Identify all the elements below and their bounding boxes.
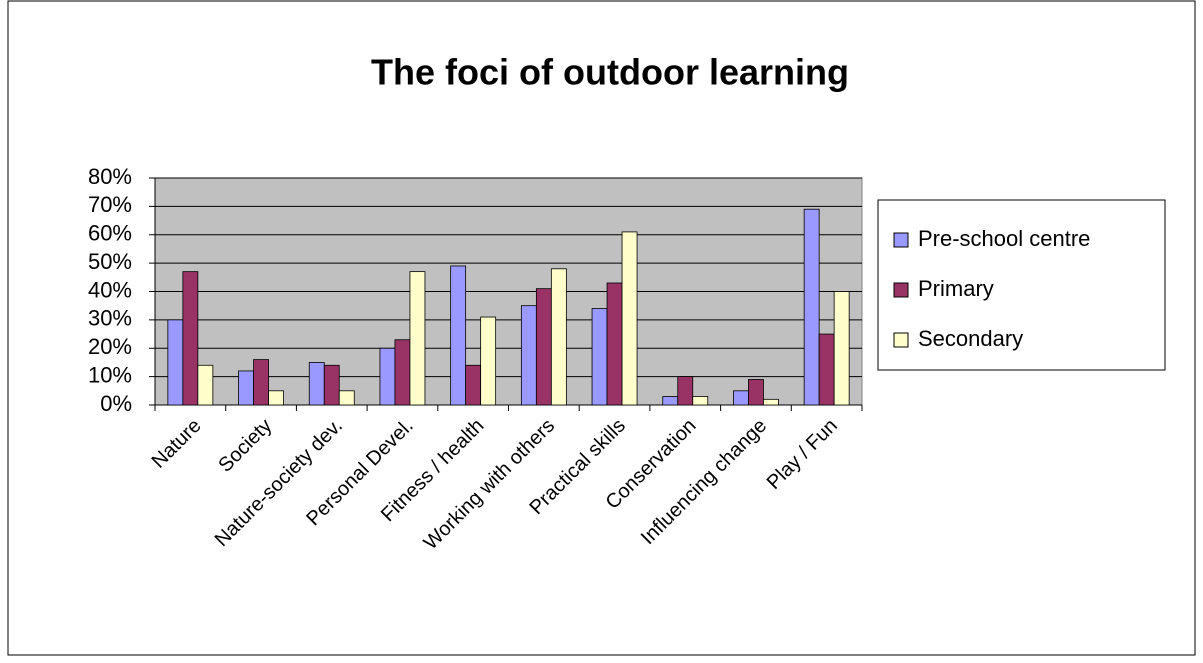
bar (197, 364, 214, 406)
legend-label: Pre-school centre (918, 226, 1090, 251)
y-tick-label: 30% (88, 306, 132, 331)
bar (677, 376, 694, 406)
y-tick-label: 40% (88, 277, 132, 302)
bar (535, 288, 552, 406)
bar (379, 347, 396, 406)
y-tick-label: 20% (88, 334, 132, 359)
chart-title: The foci of outdoor learning (371, 52, 849, 93)
legend-swatch (893, 232, 909, 248)
bar (268, 390, 284, 406)
bar (238, 370, 254, 406)
legend-label: Secondary (918, 326, 1023, 351)
bar (338, 390, 355, 406)
bar (621, 231, 638, 406)
bar (591, 308, 608, 406)
bar (803, 208, 820, 406)
bar (465, 364, 482, 406)
bar (182, 271, 199, 406)
y-tick-label: 80% (88, 164, 132, 189)
bar (480, 316, 497, 406)
bar (253, 359, 269, 406)
bar (833, 291, 850, 406)
bar (550, 268, 567, 406)
y-tick-label: 10% (88, 362, 132, 387)
bar (692, 396, 709, 406)
y-tick-label: 60% (88, 221, 132, 246)
legend-swatch (893, 332, 909, 348)
bar (520, 305, 537, 406)
bar (662, 396, 679, 406)
bar (763, 398, 779, 406)
bar (450, 265, 467, 406)
legend-label: Primary (918, 276, 994, 301)
bar (748, 379, 764, 406)
legend-swatch (893, 282, 909, 298)
bar (167, 319, 184, 406)
bar (308, 362, 325, 406)
bar (394, 339, 411, 406)
bar (606, 282, 623, 406)
bar (733, 390, 749, 406)
bar (818, 333, 835, 406)
bar (409, 271, 426, 406)
y-tick-label: 50% (88, 249, 132, 274)
bar (323, 364, 340, 406)
legend-box (877, 199, 1166, 371)
y-tick-label: 70% (88, 192, 132, 217)
y-tick-label: 0% (100, 391, 132, 416)
